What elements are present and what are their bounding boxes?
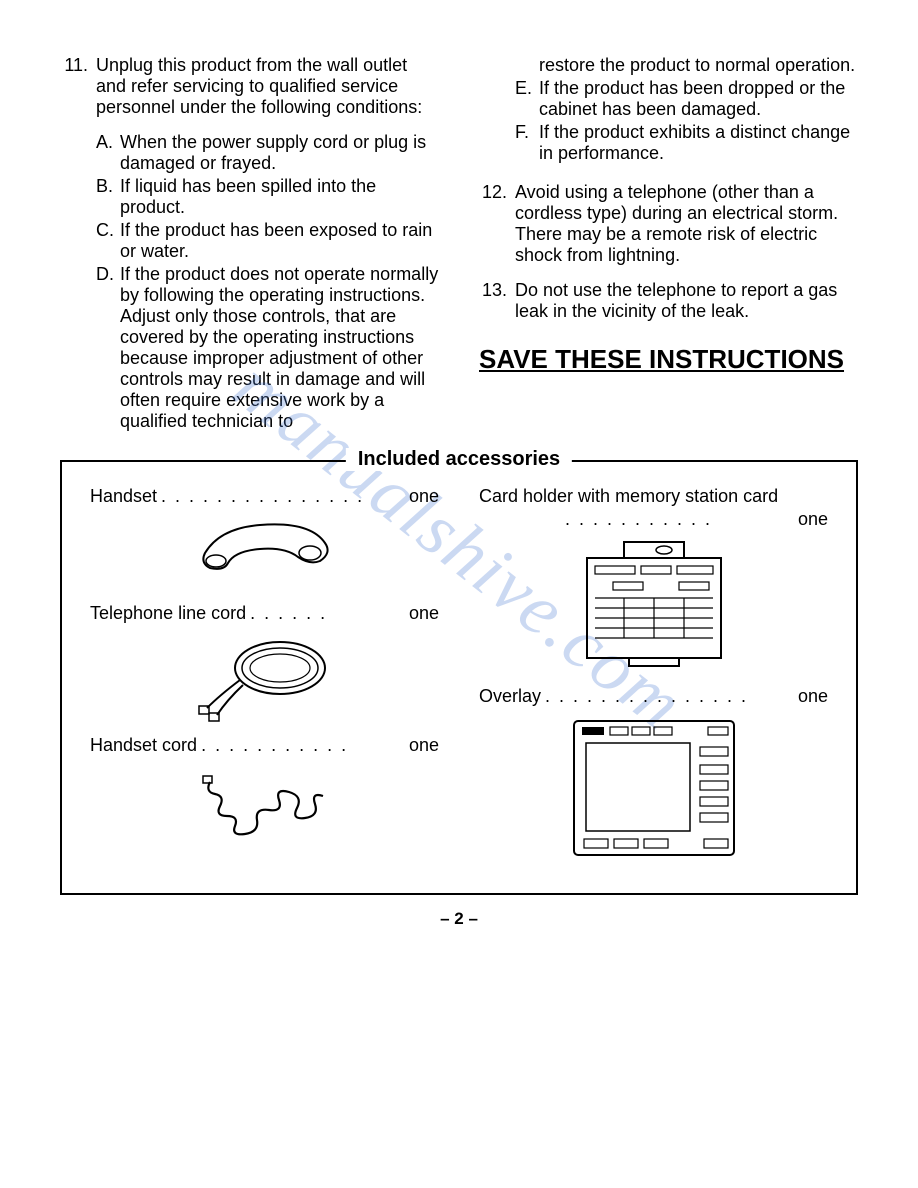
- continuation-text: restore the product to normal operation.: [539, 55, 858, 76]
- sub-letter: A.: [96, 132, 120, 174]
- accessory-qty: one: [798, 509, 828, 530]
- dot-leader: . . . . . . . . . . .: [197, 735, 409, 756]
- accessory-qty: one: [409, 486, 439, 507]
- sub-letter: D.: [96, 264, 120, 432]
- accessory-card-holder: Card holder with memory station card . .…: [479, 486, 828, 676]
- dot-leader: . . . . . . . . . . .: [561, 509, 716, 530]
- sub-text: If the product has been dropped or the c…: [539, 78, 858, 120]
- list-item-13: 13. Do not use the telephone to report a…: [479, 280, 858, 322]
- right-column: restore the product to normal operation.…: [479, 55, 858, 434]
- two-column-layout: 11. Unplug this product from the wall ou…: [60, 55, 858, 434]
- sub-item-a: A. When the power supply cord or plug is…: [96, 132, 439, 174]
- item-number: 12.: [479, 182, 515, 266]
- sub-letter: B.: [96, 176, 120, 218]
- sub-text: When the power supply cord or plug is da…: [120, 132, 439, 174]
- item-text: Avoid using a telephone (other than a co…: [515, 182, 858, 266]
- sub-text: If the product has been exposed to rain …: [120, 220, 439, 262]
- sublist-11-cont: restore the product to normal operation.…: [515, 55, 858, 164]
- accessories-left-col: Handset . . . . . . . . . . . . . . . on…: [90, 486, 439, 873]
- sub-letter: F.: [515, 122, 539, 164]
- item-text: Do not use the telephone to report a gas…: [515, 280, 858, 322]
- accessories-grid: Handset . . . . . . . . . . . . . . . on…: [90, 486, 828, 873]
- dot-leader: . . . . . . . . . . . . . . .: [157, 486, 409, 507]
- sub-item-b: B. If liquid has been spilled into the p…: [96, 176, 439, 218]
- overlay-icon: [479, 713, 828, 863]
- item-number: 13.: [479, 280, 515, 322]
- sub-item-f: F. If the product exhibits a distinct ch…: [515, 122, 858, 164]
- accessory-handset-cord: Handset cord . . . . . . . . . . . one: [90, 735, 439, 847]
- accessory-label: Handset: [90, 486, 157, 507]
- accessories-legend: Included accessories: [346, 448, 572, 471]
- sub-item-c: C. If the product has been exposed to ra…: [96, 220, 439, 262]
- item-number: 11.: [60, 55, 96, 118]
- sub-item-e: E. If the product has been dropped or th…: [515, 78, 858, 120]
- accessory-label: Handset cord: [90, 735, 197, 756]
- save-instructions-heading: SAVE THESE INSTRUCTIONS: [479, 342, 858, 377]
- line-cord-icon: [90, 630, 439, 725]
- handset-icon: [90, 513, 439, 593]
- card-holder-icon: [479, 536, 828, 676]
- accessory-overlay: Overlay . . . . . . . . . . . . . . . on…: [479, 686, 828, 863]
- page-number: – 2 –: [60, 909, 858, 929]
- item-text: Unplug this product from the wall outlet…: [96, 55, 439, 118]
- sublist-11: A. When the power supply cord or plug is…: [96, 132, 439, 432]
- sub-text: If liquid has been spilled into the prod…: [120, 176, 439, 218]
- accessories-box: Included accessories Handset . . . . . .…: [60, 460, 858, 895]
- sub-item-d: D. If the product does not operate norma…: [96, 264, 439, 432]
- accessory-qty: one: [798, 686, 828, 707]
- dot-leader: . . . . . . . . . . . . . . .: [541, 686, 798, 707]
- accessory-label: Card holder with memory station card: [479, 486, 778, 506]
- accessory-line-cord: Telephone line cord . . . . . . one: [90, 603, 439, 725]
- accessories-right-col: Card holder with memory station card . .…: [479, 486, 828, 873]
- accessory-label: Overlay: [479, 686, 541, 707]
- accessory-handset: Handset . . . . . . . . . . . . . . . on…: [90, 486, 439, 593]
- sub-text: If the product exhibits a distinct chang…: [539, 122, 858, 164]
- list-item-11: 11. Unplug this product from the wall ou…: [60, 55, 439, 118]
- accessory-label: Telephone line cord: [90, 603, 246, 624]
- accessory-qty: one: [409, 603, 439, 624]
- sub-letter: E.: [515, 78, 539, 120]
- accessory-qty: one: [409, 735, 439, 756]
- sub-text: If the product does not operate normally…: [120, 264, 439, 432]
- dot-leader: . . . . . .: [246, 603, 409, 624]
- left-column: 11. Unplug this product from the wall ou…: [60, 55, 439, 434]
- sub-letter: C.: [96, 220, 120, 262]
- handset-cord-icon: [90, 762, 439, 847]
- list-item-12: 12. Avoid using a telephone (other than …: [479, 182, 858, 266]
